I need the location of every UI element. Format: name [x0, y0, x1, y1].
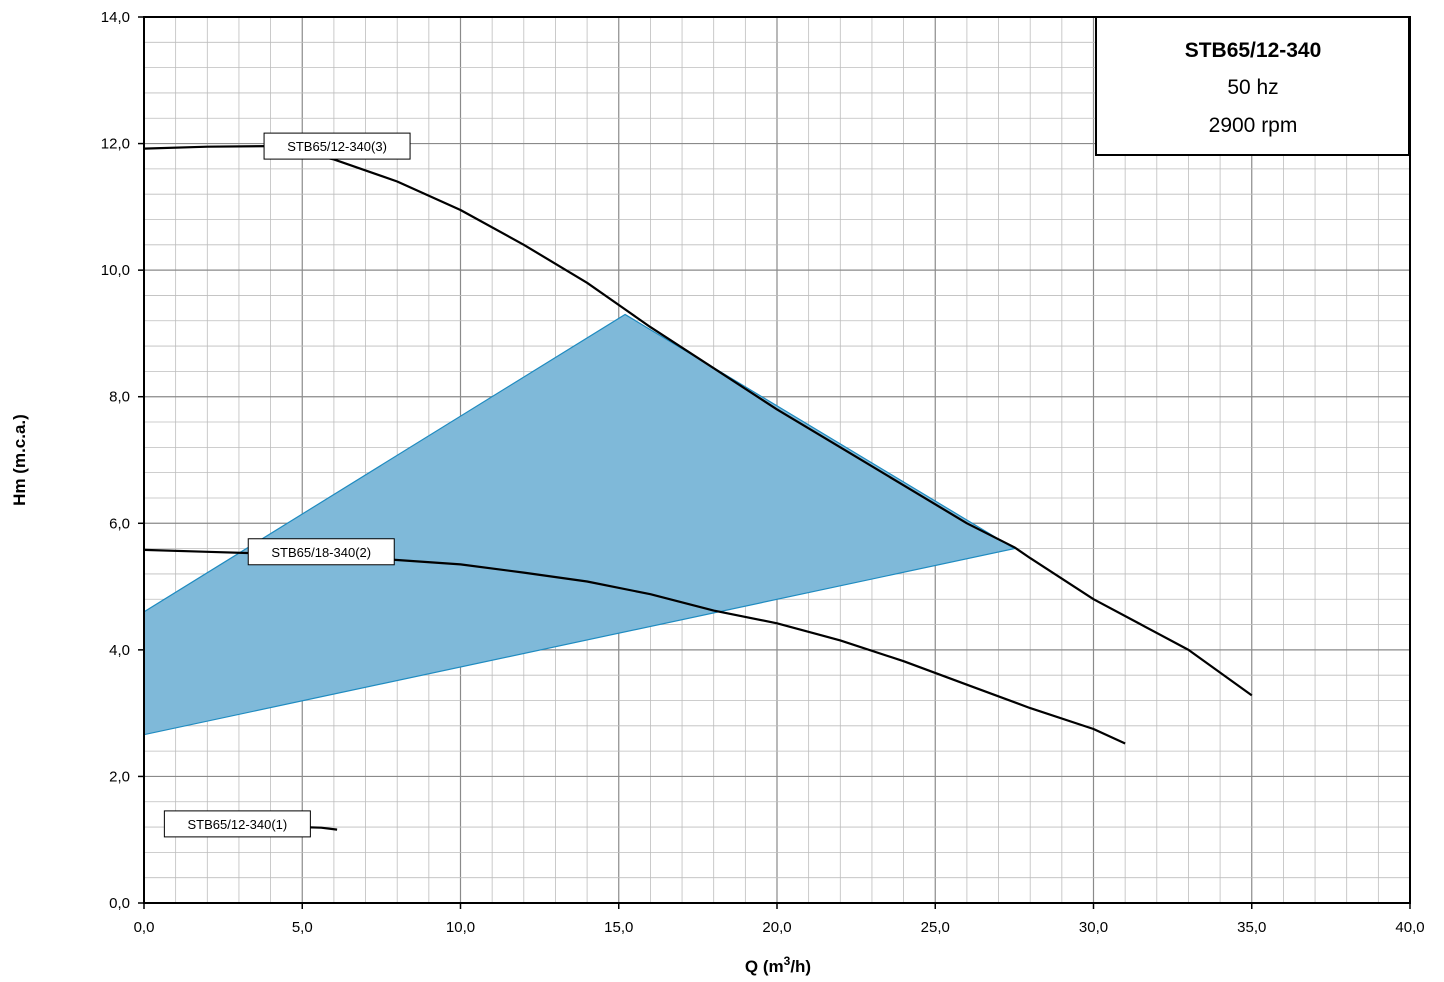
x-tick-label: 0,0: [134, 919, 155, 936]
y-tick-label: 6,0: [109, 515, 130, 532]
y-tick-label: 10,0: [101, 262, 130, 279]
x-tick-label: 5,0: [292, 919, 313, 936]
operating-area: [143, 313, 1016, 736]
x-tick-label: 15,0: [604, 919, 633, 936]
y-tick-label: 8,0: [109, 389, 130, 406]
curve-label-text: STB65/12-340(1): [188, 817, 288, 832]
y-tick-label: 0,0: [109, 895, 130, 912]
y-tick-label: 12,0: [101, 136, 130, 153]
y-tick-label: 2,0: [109, 768, 130, 785]
curve-labels: STB65/12-340(3) STB65/18-340(2) STB65/12-3…: [163, 132, 411, 838]
curve-label-text: STB65/18-340(2): [271, 545, 371, 560]
curve-label-box: [263, 132, 411, 160]
curve-label-box: [163, 810, 311, 838]
x-tick-label: 20,0: [762, 919, 791, 936]
info-box-speed: 2900 rpm: [1209, 114, 1298, 137]
info-box-frequency: 50 hz: [1227, 76, 1278, 99]
curve-label-3: STB65/12-340(1): [163, 810, 311, 838]
x-tick-label: 25,0: [921, 919, 950, 936]
y-tick-label: 14,0: [101, 9, 130, 26]
y-axis-title: Hm (m.c.a.): [10, 414, 29, 506]
x-tick-label: 10,0: [446, 919, 475, 936]
y-tick-label: 4,0: [109, 642, 130, 659]
tick-labels: 0,0 5,0 10,0 15,0 20,0 25,0 30,0 35,0 40,0 0,0 2,0…: [101, 9, 1425, 936]
curve-label-2: STB65/18-340(2): [247, 538, 395, 566]
info-box: STB65/12-340 50 hz 2900 rpm: [1095, 16, 1410, 156]
curve-label-1: STB65/12-340(3): [263, 132, 411, 160]
x-tick-label: 40,0: [1395, 919, 1424, 936]
curve-label-box: [247, 538, 395, 566]
operating-area-layer: [143, 313, 1016, 736]
x-axis-title: Q (m3/h): [745, 954, 811, 976]
x-tick-label: 35,0: [1237, 919, 1266, 936]
series-curve-1: [143, 145, 1253, 697]
info-box-frame: [1095, 16, 1410, 156]
curve-label-text: STB65/12-340(3): [287, 139, 387, 154]
info-box-title: STB65/12-340: [1185, 39, 1322, 62]
x-tick-label: 30,0: [1079, 919, 1108, 936]
plot-frame: [138, 16, 1411, 909]
